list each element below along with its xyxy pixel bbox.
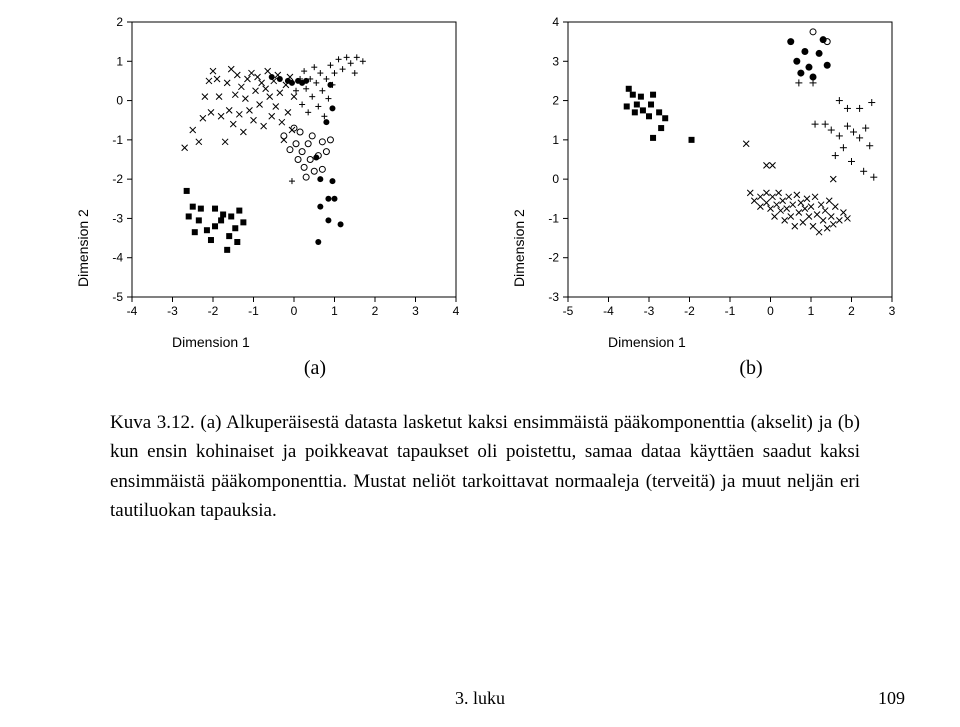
svg-text:0: 0	[552, 172, 559, 186]
svg-text:-4: -4	[112, 251, 123, 265]
svg-text:1: 1	[331, 304, 338, 318]
svg-text:1: 1	[808, 304, 815, 318]
svg-text:3: 3	[412, 304, 419, 318]
svg-text:Dimension 2: Dimension 2	[511, 209, 527, 287]
svg-text:Dimension 1: Dimension 1	[172, 334, 250, 350]
svg-text:-5: -5	[563, 304, 574, 318]
svg-text:1: 1	[116, 54, 123, 68]
svg-text:0: 0	[767, 304, 774, 318]
svg-text:2: 2	[848, 304, 855, 318]
svg-text:Dimension 2: Dimension 2	[75, 209, 91, 287]
svg-text:-3: -3	[548, 290, 559, 304]
svg-text:-1: -1	[548, 211, 559, 225]
svg-text:2: 2	[116, 15, 123, 29]
scatter-chart-b: -5 -4 -3 -2 -1 0 1 2 3 -3 -2 -1 0 1 2 3 4 Dimension 1 Dime…	[506, 10, 906, 355]
subcaption-a: (a)	[304, 357, 326, 380]
svg-text:-1: -1	[725, 304, 736, 318]
svg-text:-1: -1	[248, 304, 259, 318]
svg-text:-3: -3	[644, 304, 655, 318]
footer-center: 3. luku	[0, 688, 960, 709]
svg-text:-4: -4	[127, 304, 138, 318]
svg-text:1: 1	[552, 133, 559, 147]
svg-text:2: 2	[372, 304, 379, 318]
svg-text:4: 4	[552, 15, 559, 29]
scatter-chart-a: -4 -3 -2 -1 0 1 2 3 4 -5 -4 -3 -2 -1 0 1 2 Dimension 1 Dim…	[70, 10, 470, 355]
figure-caption: Kuva 3.12. (a) Alkuperäisestä datasta la…	[110, 408, 860, 526]
svg-text:-2: -2	[112, 172, 123, 186]
svg-text:0: 0	[116, 94, 123, 108]
svg-text:3: 3	[552, 54, 559, 68]
svg-text:-2: -2	[684, 304, 695, 318]
svg-text:-1: -1	[112, 133, 123, 147]
chart-a-wrap: -4 -3 -2 -1 0 1 2 3 4 -5 -4 -3 -2 -1 0 1 2 Dimension 1 Dim…	[70, 10, 470, 380]
charts-row: -4 -3 -2 -1 0 1 2 3 4 -5 -4 -3 -2 -1 0 1 2 Dimension 1 Dim…	[40, 10, 920, 380]
svg-text:-2: -2	[548, 251, 559, 265]
svg-text:3: 3	[889, 304, 896, 318]
svg-text:0: 0	[291, 304, 298, 318]
svg-text:-3: -3	[112, 211, 123, 225]
svg-text:Dimension 1: Dimension 1	[608, 334, 686, 350]
page-number: 109	[878, 688, 905, 709]
svg-text:2: 2	[552, 94, 559, 108]
svg-text:-3: -3	[167, 304, 178, 318]
chart-b-wrap: -5 -4 -3 -2 -1 0 1 2 3 -3 -2 -1 0 1 2 3 4 Dimension 1 Dime…	[506, 10, 906, 380]
subcaption-b: (b)	[739, 357, 762, 380]
svg-text:-2: -2	[208, 304, 219, 318]
svg-text:-4: -4	[603, 304, 614, 318]
svg-text:-5: -5	[112, 290, 123, 304]
svg-text:4: 4	[453, 304, 460, 318]
